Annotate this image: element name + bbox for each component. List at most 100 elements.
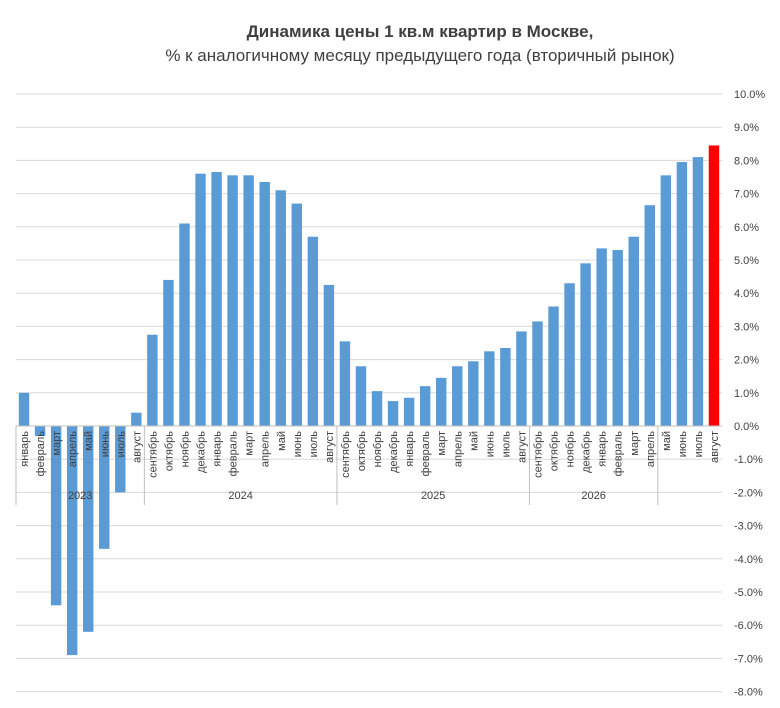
chart-subtitle: % к аналогичному месяцу предыдущего года… xyxy=(165,46,675,65)
bar xyxy=(227,175,238,426)
bar xyxy=(147,334,158,426)
bar xyxy=(628,236,639,426)
bar xyxy=(50,426,62,606)
x-tick-label: июнь xyxy=(292,431,304,457)
x-tick-label: май xyxy=(83,431,95,451)
y-tick-label: 4.0% xyxy=(734,288,759,300)
y-tick-label: 1.0% xyxy=(734,388,759,400)
bar xyxy=(644,205,656,426)
x-tick-label: февраль xyxy=(228,431,240,477)
x-tick-label: январь xyxy=(19,431,31,467)
y-tick-label: 8.0% xyxy=(734,155,759,167)
x-tick-label: март xyxy=(436,431,448,456)
y-tick-label: 0.0% xyxy=(734,421,759,433)
bar xyxy=(179,223,190,426)
x-tick-label: февраль xyxy=(613,431,625,477)
y-tick-label: -2.0% xyxy=(734,487,763,499)
x-tick-label: октябрь xyxy=(356,431,368,471)
x-tick-label: февраль xyxy=(35,431,47,477)
x-tick-label: май xyxy=(661,431,673,451)
x-tick-label: октябрь xyxy=(549,431,561,471)
bar xyxy=(115,426,126,493)
bar xyxy=(692,157,704,426)
bar xyxy=(435,377,447,426)
year-label: 2025 xyxy=(421,490,445,502)
bar xyxy=(211,172,222,426)
x-tick-label: январь xyxy=(597,431,609,467)
y-tick-label: 6.0% xyxy=(734,222,759,234)
bar xyxy=(275,190,286,426)
x-tick-label: апрель xyxy=(452,431,464,467)
bar xyxy=(259,181,270,426)
bar xyxy=(323,284,335,426)
bar xyxy=(532,321,543,426)
x-tick-label: апрель xyxy=(645,431,657,467)
y-tick-label: -6.0% xyxy=(734,620,763,632)
x-tick-label: август xyxy=(709,431,721,463)
y-tick-label: 3.0% xyxy=(734,321,759,333)
y-tick-label: -8.0% xyxy=(734,687,763,699)
bar xyxy=(612,250,623,426)
x-tick-label: октябрь xyxy=(163,431,175,471)
x-tick-label: сентябрь xyxy=(147,431,159,478)
bar xyxy=(516,331,527,426)
bar xyxy=(243,175,254,426)
y-tick-label: -7.0% xyxy=(734,653,763,665)
year-label: 2023 xyxy=(68,490,92,502)
bar xyxy=(708,145,720,426)
x-tick-label: ноябрь xyxy=(179,431,191,468)
y-tick-label: -4.0% xyxy=(734,554,763,566)
x-tick-label: ноябрь xyxy=(565,431,577,468)
x-tick-label: сентябрь xyxy=(340,431,352,478)
bar xyxy=(82,426,94,632)
y-tick-label: 7.0% xyxy=(734,189,759,201)
bar xyxy=(355,366,367,426)
x-tick-label: сентябрь xyxy=(532,431,544,478)
x-tick-label: август xyxy=(131,431,143,463)
bar xyxy=(34,426,46,436)
year-label: 2024 xyxy=(228,490,252,502)
bar xyxy=(307,236,319,426)
x-tick-label: апрель xyxy=(67,431,79,467)
x-tick-label: июль xyxy=(500,431,512,458)
y-tick-label: -1.0% xyxy=(734,454,763,466)
x-tick-label: июнь xyxy=(677,431,689,457)
x-tick-label: июнь xyxy=(99,431,111,457)
x-tick-label: июль xyxy=(115,431,127,458)
chart-title: Динамика цены 1 кв.м квартир в Москве, xyxy=(246,22,594,41)
bar xyxy=(403,397,415,426)
x-tick-label: май xyxy=(468,431,480,451)
x-tick-label: март xyxy=(51,431,63,456)
x-tick-label: июнь xyxy=(484,431,496,457)
x-tick-label: ноябрь xyxy=(372,431,384,468)
bar xyxy=(18,392,30,426)
x-tick-label: январь xyxy=(212,431,224,467)
x-tick-label: январь xyxy=(404,431,416,467)
x-tick-label: март xyxy=(629,431,641,456)
bar xyxy=(500,347,511,426)
bar xyxy=(339,341,351,426)
bar xyxy=(564,283,575,426)
y-tick-label: -3.0% xyxy=(734,521,763,533)
bar xyxy=(596,248,607,426)
bar xyxy=(131,412,142,426)
x-tick-label: декабрь xyxy=(196,431,208,473)
x-tick-label: июль xyxy=(308,431,320,458)
x-tick-label: декабрь xyxy=(388,431,400,473)
bar xyxy=(163,279,174,426)
y-tick-label: 9.0% xyxy=(734,122,759,134)
x-tick-label: декабрь xyxy=(581,431,593,473)
x-tick-label: апрель xyxy=(260,431,272,467)
bar xyxy=(66,426,78,656)
bar xyxy=(387,401,399,426)
x-tick-label: март xyxy=(244,431,256,456)
x-tick-label: август xyxy=(324,431,336,463)
bar xyxy=(195,173,206,426)
bar xyxy=(419,386,431,426)
y-tick-label: 5.0% xyxy=(734,255,759,267)
y-tick-label: 2.0% xyxy=(734,355,759,367)
bar xyxy=(468,361,479,426)
bar xyxy=(676,162,688,426)
